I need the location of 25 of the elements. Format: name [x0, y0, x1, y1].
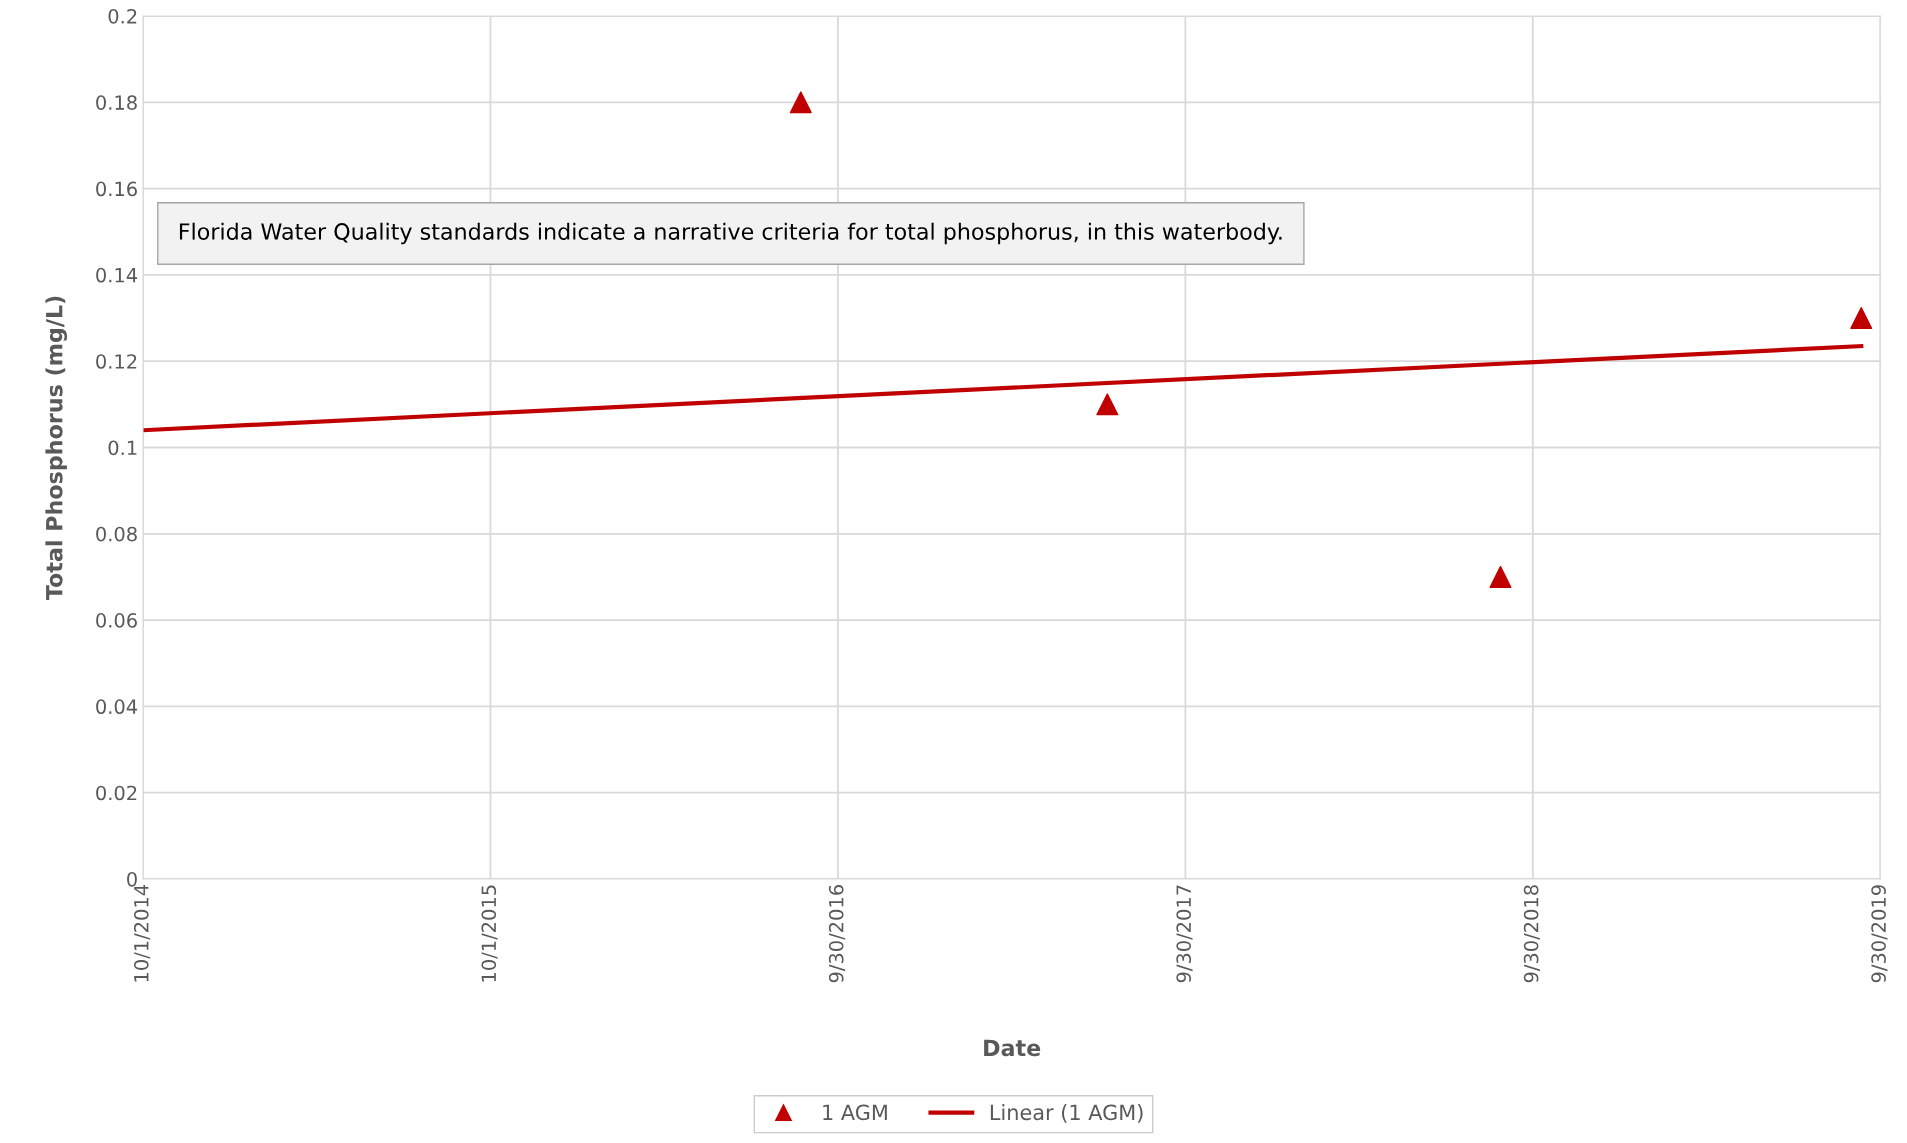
x-tick-label: 9/30/2017 [1176, 885, 1193, 983]
y-tick-label: 0.16 [96, 181, 137, 197]
y-tick-label: 0.06 [96, 613, 137, 628]
point [1096, 393, 1119, 416]
y-tick-label: 0.2 [108, 8, 137, 24]
y-tick-label: 0.12 [96, 354, 137, 369]
x-tick-label: 9/30/2016 [828, 885, 846, 983]
annotation: Florida Water Quality standards indicate a narrative criteria for total phosphorus, in this waterbody. [179, 222, 1282, 245]
point [1489, 565, 1512, 588]
legend-label: Linear (1 AGM) [990, 1104, 1143, 1123]
y-tick-label: 0.02 [96, 785, 137, 801]
x-axis-title: Date [984, 1039, 1041, 1057]
y-tick-label: 0.14 [96, 267, 138, 283]
x-tick-label: 10/1/2015 [481, 885, 498, 982]
y-tick-label: 0 [127, 871, 137, 887]
point [1850, 307, 1873, 330]
y-tick-label: 0.1 [108, 440, 137, 456]
y-tick-label: 0.08 [96, 526, 137, 542]
y-tick-label: 0.18 [96, 95, 137, 110]
point [789, 91, 812, 114]
x-tick-label: 9/30/2019 [1871, 885, 1888, 983]
y-axis-title: Total Phosphorus (mg/L) [45, 296, 68, 601]
legend-label: 1 AGM [823, 1104, 887, 1121]
y-tick-label: 0.04 [96, 699, 138, 715]
x-tick-label: 9/30/2018 [1523, 885, 1541, 983]
